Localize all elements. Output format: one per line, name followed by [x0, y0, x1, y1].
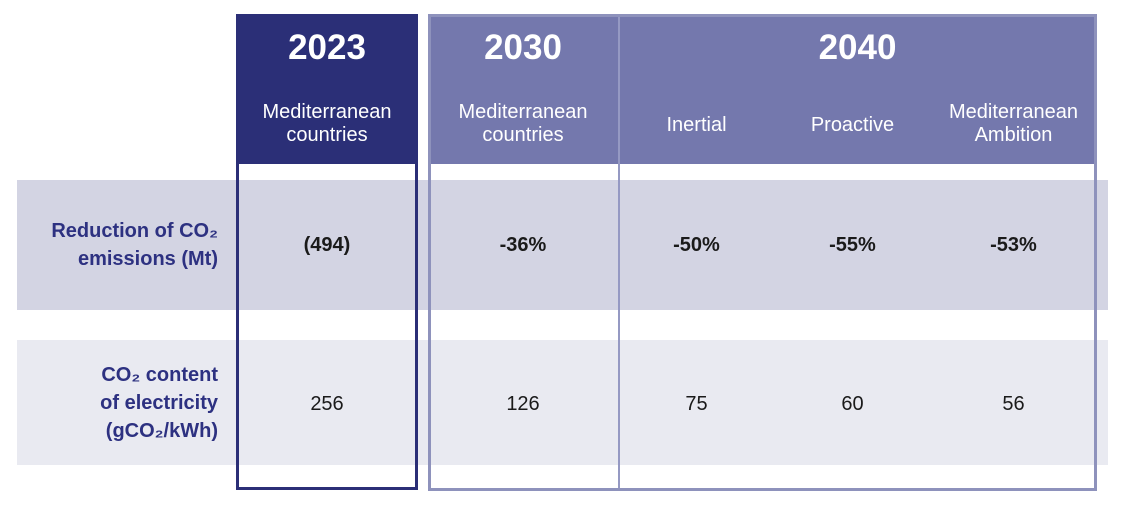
cell-2040-inertial-co2-reduction: -50% [673, 234, 720, 256]
row-band-co2-content [17, 340, 1108, 465]
row-label-co2-content: CO₂ content of electricity (gCO₂/kWh) [100, 364, 218, 442]
year-header-2030: 2030 [484, 28, 562, 67]
subtitle-2030-mediterranean-countries: Mediterranean countries [458, 101, 588, 146]
subtitle-2023-mediterranean-countries: Mediterranean countries [262, 101, 392, 146]
scenario-header-inertial: Inertial [666, 114, 727, 136]
column-divider-2030-2040 [618, 14, 620, 491]
header-fill-2023 [236, 14, 418, 164]
year-header-2023: 2023 [288, 28, 366, 67]
cell-2040-ambition-co2-content: 56 [1002, 393, 1025, 415]
cell-2023-co2-reduction: (494) [303, 234, 351, 256]
row-band-co2-reduction [17, 180, 1108, 310]
scenario-header-proactive: Proactive [810, 114, 895, 136]
scenario-header-mediterranean-ambition: Mediterranean Ambition [949, 101, 1078, 146]
cell-2040-ambition-co2-reduction: -53% [990, 234, 1037, 256]
column-box-2023 [236, 14, 418, 490]
cell-2023-co2-content: 256 [310, 393, 344, 415]
header-fill-2030-2040 [428, 14, 1097, 164]
column-box-2030-2040 [428, 14, 1097, 491]
cell-2040-proactive-co2-reduction: -55% [829, 234, 876, 256]
cell-2040-inertial-co2-content: 75 [685, 393, 708, 415]
year-header-2040: 2040 [818, 28, 897, 67]
cell-2040-proactive-co2-content: 60 [841, 393, 864, 415]
row-label-co2-reduction: Reduction of CO₂ emissions (Mt) [51, 220, 218, 270]
cell-2030-co2-reduction: -36% [499, 234, 547, 256]
cell-2030-co2-content: 126 [506, 393, 540, 415]
